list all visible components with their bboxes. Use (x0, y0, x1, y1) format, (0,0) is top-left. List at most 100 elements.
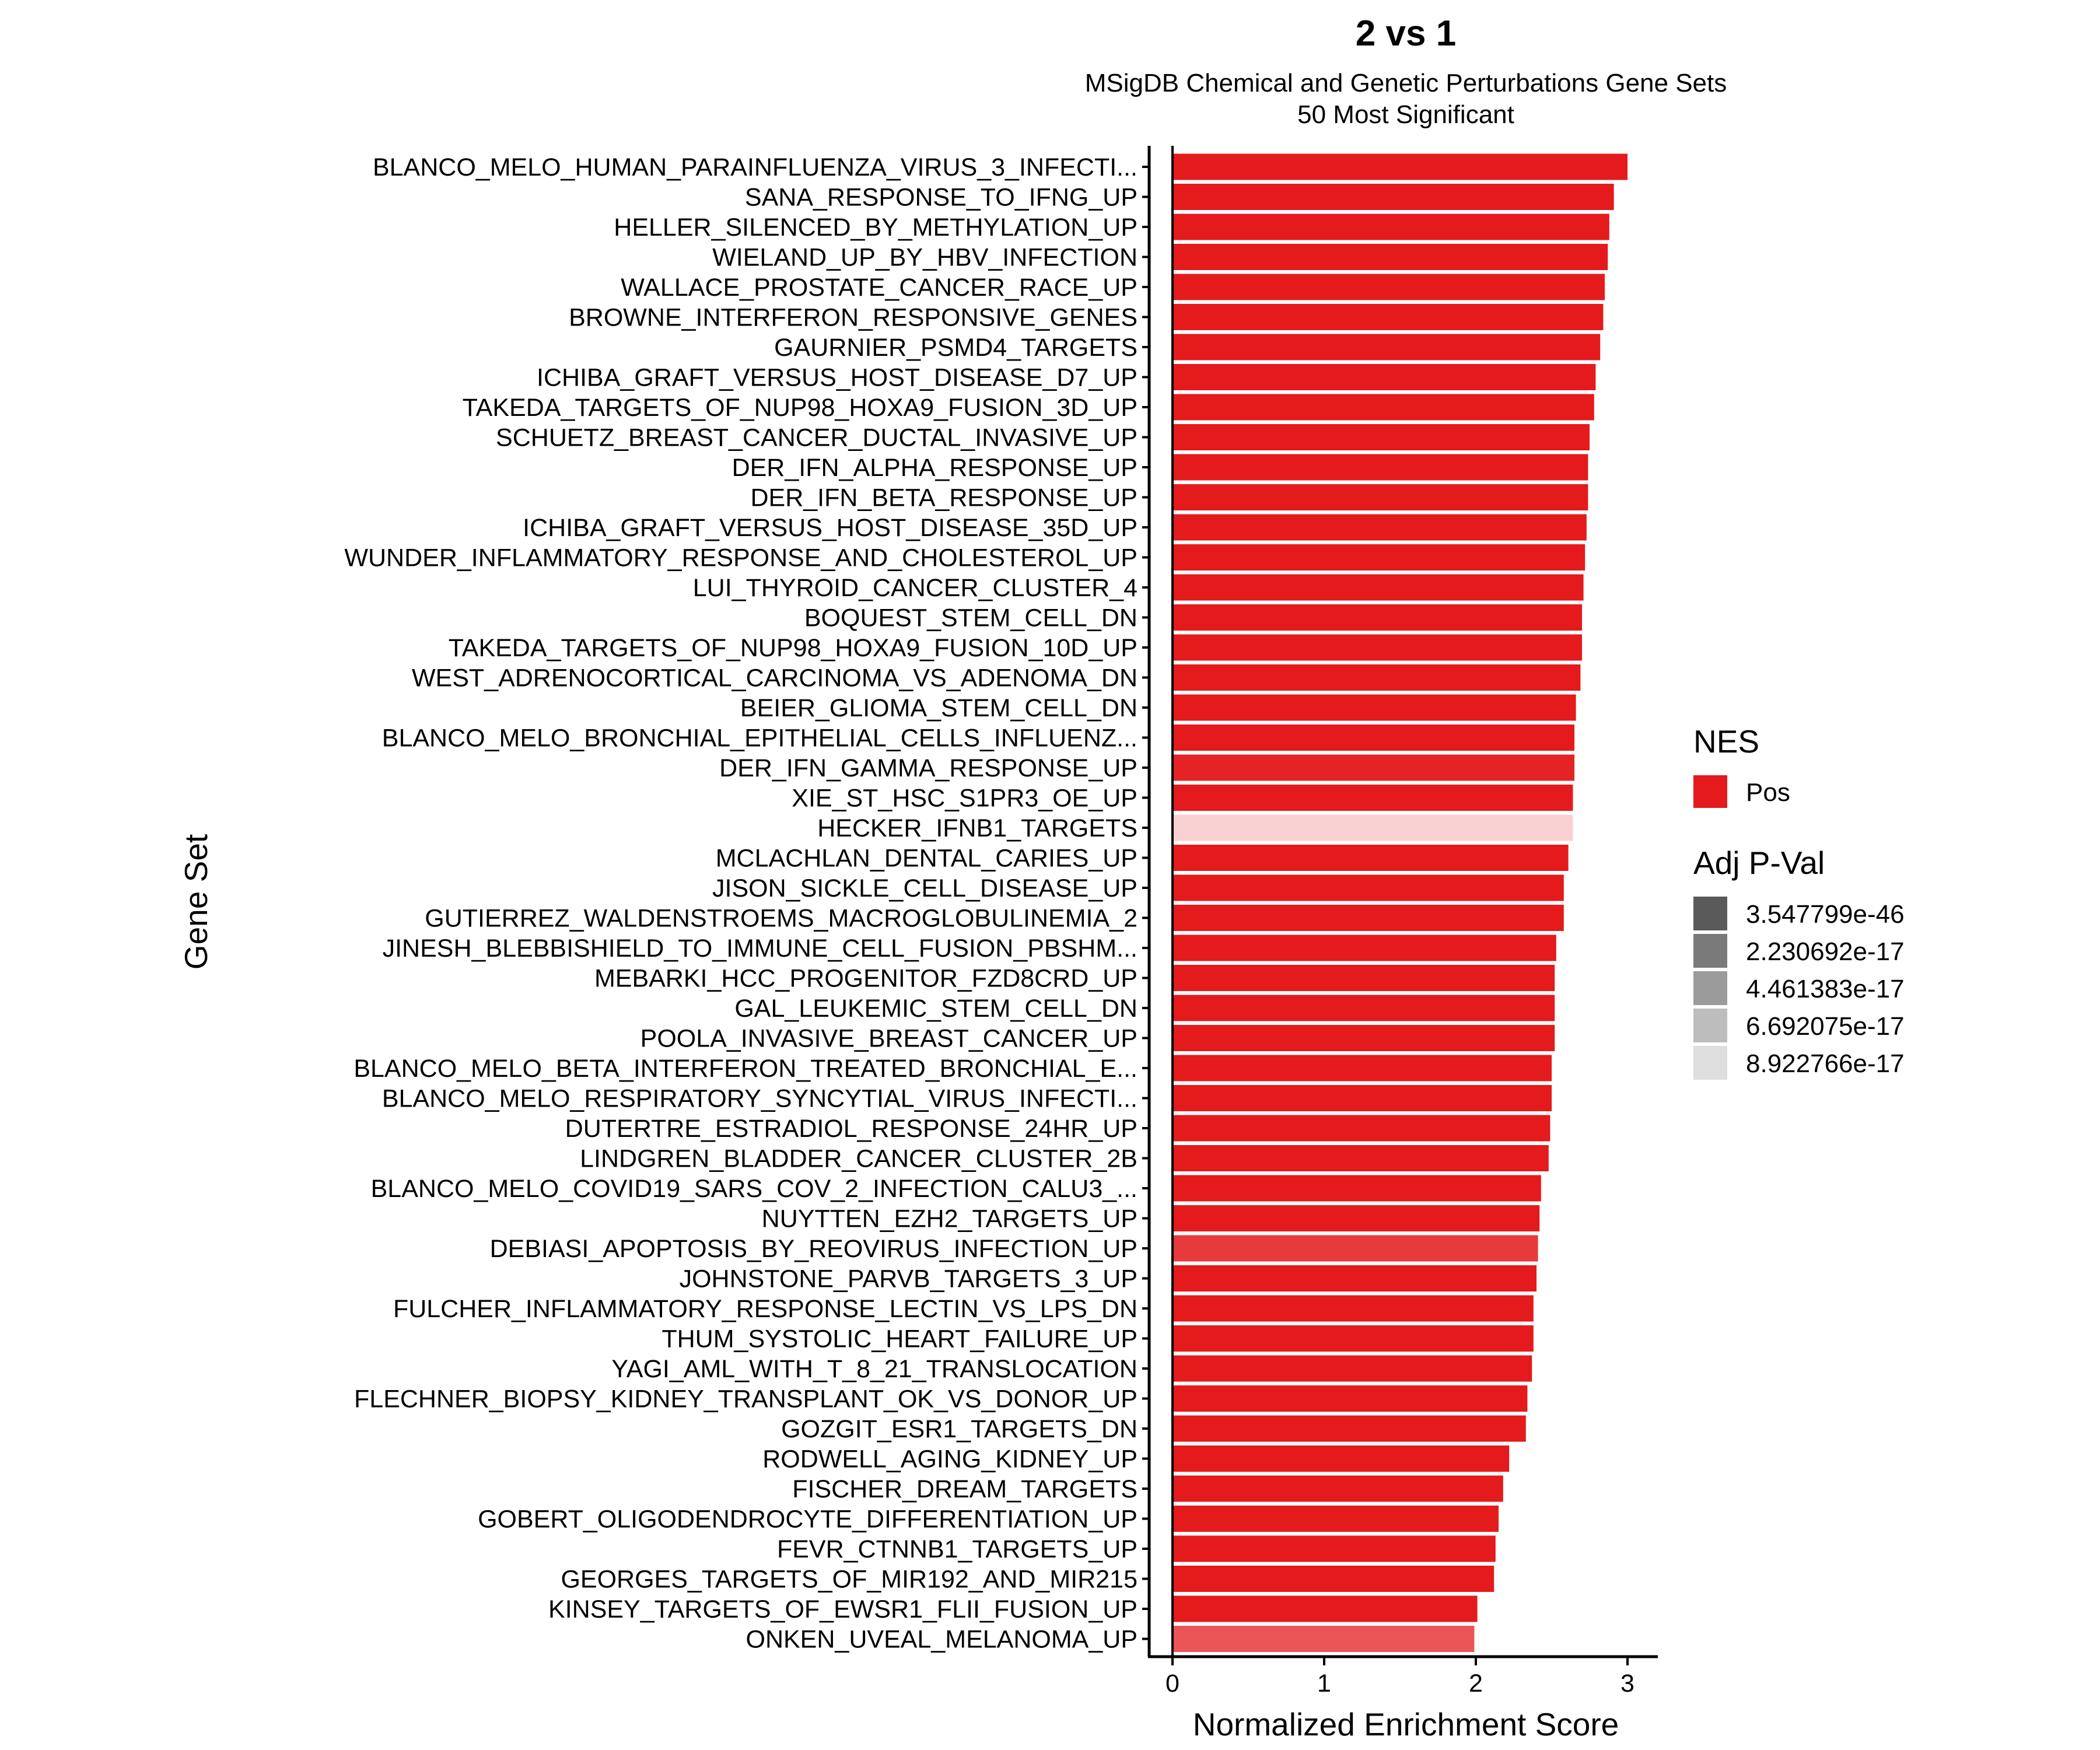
y-tick-label: DER_IFN_BETA_RESPONSE_UP (750, 484, 1138, 512)
y-tick-label: MCLACHLAN_DENTAL_CARIES_UP (716, 845, 1138, 873)
bar (1172, 965, 1555, 991)
bar (1172, 454, 1588, 481)
y-tick-label: DER_IFN_GAMMA_RESPONSE_UP (719, 754, 1138, 782)
bar (1172, 1055, 1552, 1082)
bar (1172, 604, 1582, 631)
y-tick-label: BOQUEST_STEM_CELL_DN (804, 604, 1138, 632)
y-tick-label: GEORGES_TARGETS_OF_MIR192_AND_MIR215 (561, 1566, 1138, 1594)
y-tick-label: XIE_ST_HSC_S1PR3_OE_UP (792, 785, 1138, 813)
y-axis-title: Gene Set (178, 834, 214, 970)
bar (1172, 874, 1564, 901)
bar (1172, 1295, 1534, 1322)
bar (1172, 1446, 1510, 1472)
bar (1172, 1385, 1528, 1412)
legend-key-pval (1693, 1046, 1727, 1080)
bar (1172, 304, 1604, 330)
chart-title: 2 vs 1 (1356, 13, 1456, 54)
bar (1172, 1475, 1503, 1502)
y-tick-label: HECKER_IFNB1_TARGETS (817, 814, 1138, 842)
x-tick-label: 1 (1317, 1670, 1331, 1698)
bar (1172, 1595, 1478, 1622)
bar (1172, 1535, 1496, 1562)
y-tick-label: GOZGIT_ESR1_TARGETS_DN (781, 1415, 1138, 1443)
x-ticks: 0 1 2 3 (1166, 1657, 1634, 1698)
bar (1172, 1506, 1499, 1532)
bar (1172, 1325, 1534, 1352)
bar (1172, 244, 1608, 270)
bar (1172, 1175, 1541, 1202)
y-tick-label: BLANCO_MELO_BETA_INTERFERON_TREATED_BRON… (354, 1055, 1138, 1083)
bar (1172, 1235, 1538, 1262)
legend-label: Pos (1746, 778, 1790, 807)
bar (1172, 1025, 1555, 1051)
bar (1172, 1145, 1549, 1171)
legend-key-pval (1693, 934, 1727, 968)
y-tick-label: GUTIERREZ_WALDENSTROEMS_MACROGLOBULINEMI… (425, 905, 1138, 933)
bar (1172, 1566, 1494, 1592)
y-tick-label: WIELAND_UP_BY_HBV_INFECTION (712, 244, 1138, 272)
y-tick-label: POOLA_INVASIVE_BREAST_CANCER_UP (640, 1025, 1138, 1053)
y-tick-label: JINESH_BLEBBISHIELD_TO_IMMUNE_CELL_FUSIO… (383, 935, 1138, 963)
bar (1172, 214, 1609, 240)
bar (1172, 935, 1556, 961)
legend-label: 2.230692e-17 (1746, 937, 1905, 966)
bar (1172, 754, 1574, 781)
x-tick-label: 2 (1469, 1670, 1483, 1698)
legend-label: 3.547799e-46 (1746, 900, 1905, 929)
y-tick-label: BLANCO_MELO_BRONCHIAL_EPITHELIAL_CELLS_I… (382, 724, 1138, 752)
chart-subtitle-line-2: 50 Most Significant (1297, 100, 1514, 129)
legend-label: 8.922766e-17 (1746, 1049, 1905, 1078)
bar (1172, 1265, 1536, 1292)
y-tick-label: TAKEDA_TARGETS_OF_NUP98_HOXA9_FUSION_3D_… (463, 394, 1138, 422)
legend-key-pval (1693, 971, 1727, 1005)
bar (1172, 334, 1601, 360)
y-tick-label: LUI_THYROID_CANCER_CLUSTER_4 (693, 574, 1138, 602)
y-tick-label: DER_IFN_ALPHA_RESPONSE_UP (732, 454, 1138, 482)
legend-key-pos (1693, 775, 1727, 808)
legend-nes-title: NES (1693, 723, 1759, 760)
bar (1172, 424, 1590, 450)
y-tick-label: FLECHNER_BIOPSY_KIDNEY_TRANSPLANT_OK_VS_… (354, 1385, 1138, 1413)
y-tick-label: GOBERT_OLIGODENDROCYTE_DIFFERENTIATION_U… (478, 1506, 1138, 1534)
y-tick-label: GAURNIER_PSMD4_TARGETS (774, 334, 1138, 362)
y-tick-label: GAL_LEUKEMIC_STEM_CELL_DN (734, 995, 1138, 1023)
y-tick-label: MEBARKI_HCC_PROGENITOR_FZD8CRD_UP (594, 965, 1138, 993)
y-tick-label: SANA_RESPONSE_TO_IFNG_UP (745, 184, 1138, 212)
y-tick-label: DUTERTRE_ESTRADIOL_RESPONSE_24HR_UP (565, 1115, 1138, 1143)
bar (1172, 814, 1573, 841)
bar (1172, 514, 1587, 541)
legend: NES Adj P-Val Pos 3.547799e-46 2.230692e-1… (1693, 723, 1905, 1080)
y-tick-label: KINSEY_TARGETS_OF_EWSR1_FLII_FUSION_UP (548, 1595, 1138, 1623)
y-tick-label: BLANCO_MELO_COVID19_SARS_COV_2_INFECTION… (371, 1175, 1138, 1203)
y-tick-label: SCHUETZ_BREAST_CANCER_DUCTAL_INVASIVE_UP (496, 424, 1138, 452)
y-tick-label: TAKEDA_TARGETS_OF_NUP98_HOXA9_FUSION_10D… (449, 634, 1138, 662)
bar (1172, 184, 1614, 210)
y-tick-label: HELLER_SILENCED_BY_METHYLATION_UP (614, 214, 1138, 242)
y-tick-label: FEVR_CTNNB1_TARGETS_UP (777, 1535, 1138, 1563)
bar (1172, 484, 1588, 510)
y-tick-label: ICHIBA_GRAFT_VERSUS_HOST_DISEASE_D7_UP (537, 364, 1138, 392)
bar (1172, 364, 1596, 390)
y-tick-label: BLANCO_MELO_RESPIRATORY_SYNCYTIAL_VIRUS_… (382, 1085, 1138, 1113)
bar (1172, 1355, 1532, 1382)
bars-group (1172, 153, 1628, 1652)
legend-key-pval (1693, 1009, 1727, 1042)
bar (1172, 574, 1584, 601)
bar (1172, 1205, 1540, 1231)
bar (1172, 1626, 1475, 1652)
bar (1172, 664, 1581, 691)
y-tick-label: JOHNSTONE_PARVB_TARGETS_3_UP (680, 1265, 1138, 1293)
chart-subtitle-line-1: MSigDB Chemical and Genetic Perturbation… (1085, 69, 1727, 97)
y-tick-label: FISCHER_DREAM_TARGETS (792, 1475, 1138, 1503)
y-tick-label: WEST_ADRENOCORTICAL_CARCINOMA_VS_ADENOMA… (412, 664, 1138, 692)
y-tick-label: DEBIASI_APOPTOSIS_BY_REOVIRUS_INFECTION_… (490, 1235, 1138, 1263)
x-tick-label: 3 (1620, 1670, 1634, 1698)
legend-pval-title: Adj P-Val (1693, 845, 1825, 881)
y-tick-label: RODWELL_AGING_KIDNEY_UP (762, 1446, 1138, 1474)
y-tick-label: THUM_SYSTOLIC_HEART_FAILURE_UP (662, 1325, 1138, 1353)
y-tick-label: BEIER_GLIOMA_STEM_CELL_DN (740, 694, 1138, 722)
bar (1172, 1115, 1550, 1142)
bar (1172, 634, 1582, 661)
bar (1172, 1415, 1526, 1442)
y-tick-labels: BLANCO_MELO_HUMAN_PARAINFLUENZA_VIRUS_3_… (344, 153, 1149, 1654)
